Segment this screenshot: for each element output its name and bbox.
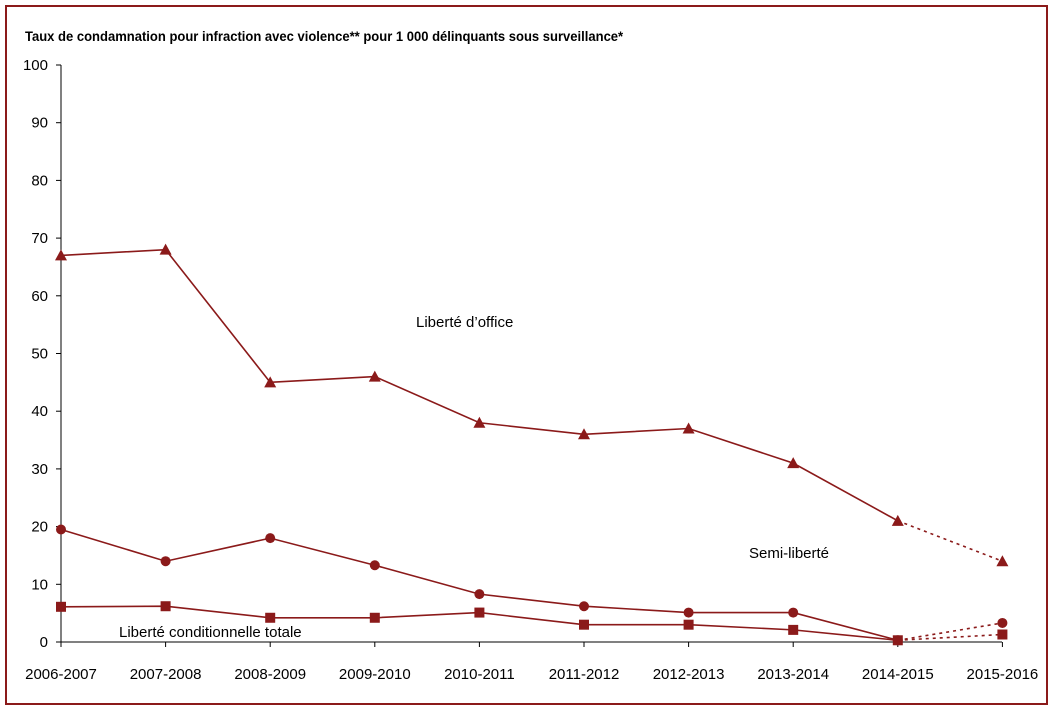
x-ticks: 2006-2007 2007-2008 2008-2009 2009-2010 2010… [25, 642, 1038, 683]
series-lines [60, 248, 1003, 642]
data-point-triangle [996, 555, 1009, 567]
series-markers [55, 243, 1009, 646]
data-point-circle [56, 524, 66, 535]
chart-frame [5, 5, 1048, 705]
data-point-triangle [787, 457, 800, 469]
data-point-square [579, 619, 589, 630]
series-line-0 [60, 248, 899, 522]
x-tick-label: 2015-2016 [967, 666, 1039, 683]
series-labels: Liberté d’office Semi-liberté Liberté co… [119, 314, 829, 641]
data-point-circle [683, 607, 694, 618]
data-point-square [160, 601, 171, 612]
data-point-square [265, 612, 276, 623]
y-tick-label: 80 [31, 172, 48, 189]
data-point-triangle [55, 249, 67, 261]
data-point-triangle [159, 243, 172, 255]
x-tick-label: 2008-2009 [234, 666, 306, 683]
series-label-liberte-office: Liberté d’office [416, 314, 513, 331]
axes [60, 65, 1002, 643]
data-point-circle [265, 533, 276, 544]
data-point-square [683, 619, 694, 630]
y-tick-label: 90 [31, 115, 48, 132]
x-tick-label: 2010-2011 [444, 666, 515, 683]
series-line-dashed-0 [897, 520, 1003, 562]
data-point-square [56, 601, 66, 612]
data-point-circle [579, 601, 589, 612]
data-point-circle [369, 560, 380, 571]
y-ticks: 0 10 20 30 40 50 60 70 80 90 100 [23, 57, 61, 651]
data-point-circle [160, 556, 171, 567]
data-point-triangle [368, 370, 381, 382]
data-point-triangle [473, 416, 486, 428]
data-point-circle [788, 607, 799, 618]
series-line-dashed-1 [897, 622, 1003, 642]
x-tick-label: 2013-2014 [757, 666, 829, 683]
data-point-triangle [682, 422, 695, 434]
data-point-square [892, 635, 903, 646]
x-tick-label: 2009-2010 [339, 666, 411, 683]
x-tick-label: 2007-2008 [130, 666, 202, 683]
data-point-square [369, 612, 380, 623]
data-point-square [997, 629, 1008, 640]
y-tick-label: 10 [31, 576, 48, 593]
y-tick-label: 70 [31, 230, 48, 247]
y-tick-label: 100 [23, 57, 48, 74]
series-label-liberte-conditionnelle: Liberté conditionnelle totale [119, 624, 302, 641]
y-tick-label: 0 [40, 634, 48, 651]
y-tick-label: 60 [31, 288, 48, 305]
y-tick-label: 30 [31, 461, 48, 478]
data-point-circle [474, 589, 485, 600]
y-tick-label: 40 [31, 403, 48, 420]
y-tick-label: 20 [31, 519, 48, 536]
data-point-triangle [891, 514, 904, 526]
chart-title: Taux de condamnation pour infraction ave… [25, 28, 624, 44]
data-point-circle [997, 617, 1008, 628]
x-tick-label: 2014-2015 [862, 666, 934, 683]
data-point-triangle [264, 376, 277, 388]
series-label-semi-liberte: Semi-liberté [749, 545, 829, 562]
x-tick-label: 2006-2007 [25, 666, 97, 683]
x-tick-label: 2012-2013 [653, 666, 725, 683]
data-point-square [474, 607, 485, 618]
data-point-square [788, 624, 799, 635]
y-tick-label: 50 [31, 346, 48, 363]
x-tick-label: 2011-2012 [549, 666, 620, 683]
data-point-triangle [578, 428, 590, 440]
